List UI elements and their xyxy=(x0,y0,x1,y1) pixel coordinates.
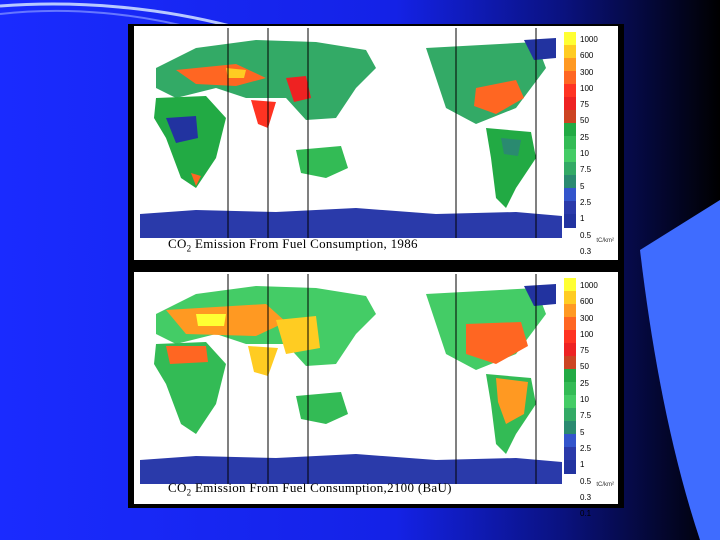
legend-ticks: 1000 600 300 100 75 50 25 10 7.5 5 2.5 1… xyxy=(580,32,612,272)
legend-tick: 50 xyxy=(580,116,589,126)
legend-tick: 0.1 xyxy=(580,509,592,519)
caption-sub: 2 xyxy=(186,244,192,254)
legend-tick: 75 xyxy=(580,346,589,356)
map-caption-2100: CO2 Emission From Fuel Consumption,2100 … xyxy=(168,480,452,498)
caption-co: CO xyxy=(168,480,187,496)
legend-color-bar xyxy=(564,278,576,474)
legend-tick: 0.3 xyxy=(580,246,592,256)
legend-ticks: 1000 600 300 100 75 50 25 10 7.5 5 2.5 1… xyxy=(580,278,612,518)
caption-text: Emission From Fuel Consumption, 1986 xyxy=(191,236,418,252)
legend-tick: 300 xyxy=(580,313,594,323)
legend-tick: 0.5 xyxy=(580,230,592,240)
legend-tick: 1 xyxy=(580,460,585,470)
legend-tick: 1000 xyxy=(580,35,598,44)
map-panel-2100: 1000 600 300 100 75 50 25 10 7.5 5 2.5 1… xyxy=(134,272,618,518)
legend-tick: 2.5 xyxy=(580,197,592,207)
legend-tick: 7.5 xyxy=(580,411,592,421)
figure-frame: 1000 600 300 100 75 50 25 10 7.5 5 2.5 1… xyxy=(128,24,624,518)
legend-tick: 5 xyxy=(580,181,585,191)
color-legend-2100: 1000 600 300 100 75 50 25 10 7.5 5 2.5 1… xyxy=(564,278,612,518)
color-legend-1986: 1000 600 300 100 75 50 25 10 7.5 5 2.5 1… xyxy=(564,32,612,272)
caption-text: Emission From Fuel Consumption,2100 (BaU… xyxy=(191,480,452,496)
emission-map-1986 xyxy=(136,28,562,238)
legend-unit: tC/km² xyxy=(596,238,614,244)
legend-tick: 1 xyxy=(580,214,585,224)
legend-tick: 0.3 xyxy=(580,492,592,502)
legend-tick: 10 xyxy=(580,395,589,405)
legend-tick: 5 xyxy=(580,427,585,437)
legend-tick: 75 xyxy=(580,100,589,110)
legend-tick: 0.5 xyxy=(580,476,592,486)
legend-tick: 2.5 xyxy=(580,443,592,453)
legend-tick: 0.1 xyxy=(580,263,592,273)
caption-sub: 2 xyxy=(186,488,192,498)
map-panel-1986: 1000 600 300 100 75 50 25 10 7.5 5 2.5 1… xyxy=(134,26,618,272)
legend-tick: 1000 xyxy=(580,281,598,290)
legend-tick: 300 xyxy=(580,67,594,77)
legend-tick: 25 xyxy=(580,132,589,142)
legend-unit: tC/km² xyxy=(596,482,614,488)
legend-tick: 100 xyxy=(580,83,594,93)
legend-tick: 10 xyxy=(580,149,589,159)
map-caption-1986: CO2 Emission From Fuel Consumption, 1986 xyxy=(168,236,418,254)
caption-co: CO xyxy=(168,236,187,252)
legend-tick: 100 xyxy=(580,329,594,339)
legend-tick: 25 xyxy=(580,378,589,388)
legend-tick: 50 xyxy=(580,362,589,372)
legend-color-bar xyxy=(564,32,576,228)
legend-tick: 600 xyxy=(580,297,594,307)
emission-map-2100 xyxy=(136,274,562,484)
legend-tick: 600 xyxy=(580,51,594,61)
legend-tick: 7.5 xyxy=(580,165,592,175)
